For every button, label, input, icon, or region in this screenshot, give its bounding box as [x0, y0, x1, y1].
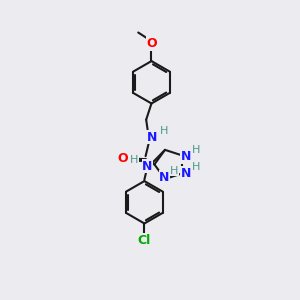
Text: H: H	[160, 126, 168, 136]
Text: N: N	[181, 150, 191, 164]
Text: H: H	[192, 145, 200, 155]
Text: Cl: Cl	[138, 234, 151, 247]
Text: N: N	[181, 167, 191, 180]
Text: O: O	[118, 152, 128, 165]
Text: H: H	[130, 154, 138, 165]
Text: O: O	[146, 37, 157, 50]
Text: N: N	[159, 171, 170, 184]
Text: N: N	[142, 160, 152, 173]
Text: H: H	[192, 162, 200, 172]
Text: N: N	[147, 131, 157, 144]
Text: H: H	[169, 166, 178, 176]
